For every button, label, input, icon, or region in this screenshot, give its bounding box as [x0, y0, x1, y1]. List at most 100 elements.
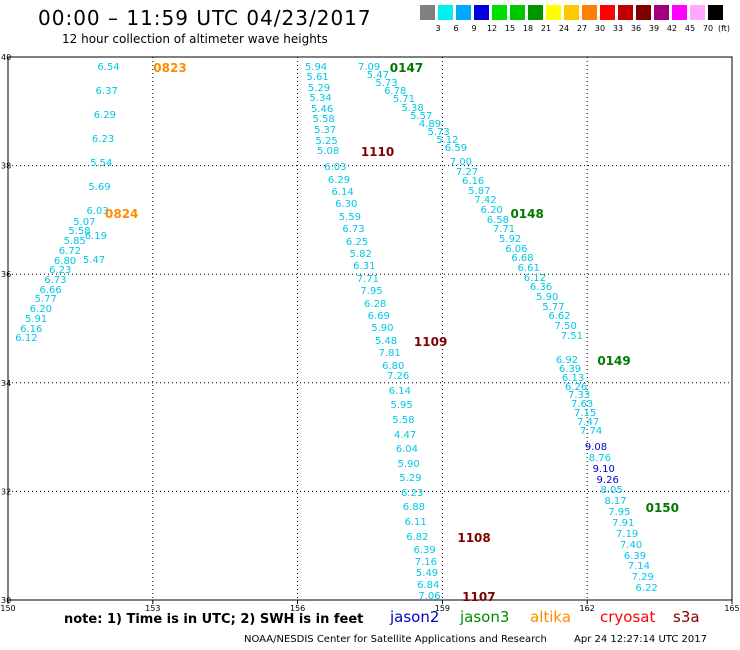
wave-height-value: 6.73	[342, 224, 365, 236]
legend-swatch	[690, 5, 705, 20]
y-tick-label: 36	[1, 270, 11, 279]
track-time-label: 0150	[645, 500, 679, 515]
wave-height-value: 6.61	[517, 263, 540, 275]
wave-height-value: 6.25	[345, 236, 369, 248]
timestamp: Apr 24 12:27:14 UTC 2017	[574, 634, 707, 645]
wave-height-value: 7.95	[608, 507, 631, 519]
track-time-label: 0823	[153, 60, 187, 75]
legend-tick-label: 15	[504, 24, 516, 33]
wave-height-value: 6.23	[91, 134, 115, 146]
wave-height-value: 6.59	[444, 143, 468, 155]
wave-height-value: 6.16	[462, 176, 485, 188]
wave-height-value: 7.26	[386, 371, 410, 383]
wave-height-value: 5.29	[307, 82, 331, 94]
wave-height-value: 6.66	[39, 284, 62, 296]
wave-height-value: 9.26	[596, 474, 619, 486]
legend-swatch	[456, 5, 471, 20]
wave-height-value: 7.40	[619, 539, 643, 551]
wave-height-value: 7.95	[360, 286, 383, 298]
legend-tick-label: 9	[471, 24, 477, 33]
wave-height-value: 7.16	[414, 556, 437, 568]
legend-tick-label: 24	[558, 24, 570, 33]
legend-swatch	[564, 5, 579, 20]
wave-height-value: 5.90	[371, 323, 394, 335]
wave-height-value: 5.95	[390, 400, 413, 412]
wave-height-value: 4.47	[393, 429, 417, 441]
track-time-label: 0147	[389, 60, 424, 75]
wave-height-value: 5.49	[415, 568, 439, 580]
wave-height-value: 5.73	[375, 78, 398, 90]
wave-height-value: 6.29	[327, 174, 351, 186]
legend-swatch	[654, 5, 669, 20]
legend-swatch	[600, 5, 615, 20]
wave-height-value: 5.91	[24, 313, 48, 325]
wave-height-value: 5.34	[309, 93, 332, 105]
wave-height-value: 7.91	[612, 517, 635, 529]
wave-height-value: 5.25	[315, 135, 338, 147]
x-tick-label: 165	[724, 604, 739, 613]
wave-height-value: 7.74	[580, 425, 603, 437]
wave-height-value: 6.23	[49, 265, 72, 277]
wave-height-value: 7.63	[570, 399, 594, 411]
satellite-label-jason2: jason2	[390, 608, 440, 626]
legend-tick-label: 27	[576, 24, 588, 33]
legend-tick-label: 30	[594, 24, 606, 33]
wave-height-value: 6.20	[29, 304, 53, 316]
legend-tick-label: 12	[486, 24, 498, 33]
legend-tick-label: 3	[435, 24, 441, 33]
satellite-label-altika: altika	[530, 608, 572, 626]
legend-swatch	[492, 5, 507, 20]
wave-height-value: 6.23	[401, 487, 424, 499]
wave-height-value: 6.11	[404, 516, 427, 528]
legend-tick-label: 70	[702, 24, 714, 33]
wave-height-value: 6.30	[335, 199, 358, 211]
wave-height-value: 8.05	[600, 485, 623, 497]
wave-height-value: 5.57	[410, 110, 433, 122]
legend-swatch	[582, 5, 597, 20]
legend-swatch	[438, 5, 453, 20]
wave-height-value: 5.48	[374, 335, 398, 347]
satellite-label-jason3: jason3	[460, 608, 510, 626]
wave-height-value: 7.09	[358, 61, 381, 73]
wave-height-value: 5.58	[392, 415, 415, 427]
wave-height-value: 7.29	[631, 572, 654, 584]
wave-height-value: 5.12	[436, 135, 459, 147]
wave-height-value: 5.46	[310, 103, 334, 115]
legend-tick-label: 21	[540, 24, 552, 33]
wave-height-value: 6.80	[382, 360, 405, 372]
wave-height-value: 6.26	[564, 381, 588, 393]
legend-swatch	[474, 5, 489, 20]
wave-height-value: 6.82	[406, 531, 429, 543]
wave-height-value: 6.28	[364, 298, 387, 310]
wave-height-value: 5.77	[542, 301, 565, 313]
legend-swatch	[636, 5, 651, 20]
wave-height-value: 7.50	[554, 320, 577, 332]
legend-tick-label: (ft)	[717, 24, 731, 33]
wave-height-value: 5.61	[306, 72, 329, 84]
wave-height-value: 7.47	[577, 416, 600, 428]
wave-height-value: 5.58	[68, 226, 91, 238]
wave-height-value: 6.84	[417, 579, 440, 591]
wave-height-value: 6.68	[511, 253, 534, 265]
wave-height-value: 6.22	[635, 583, 658, 595]
legend-tick-label: 18	[522, 24, 534, 33]
wave-height-value: 7.71	[492, 224, 516, 236]
wave-height-value: 5.38	[401, 102, 424, 114]
footer-credit: NOAA/NESDIS Center for Satellite Applica…	[244, 634, 547, 645]
wave-height-value: 6.72	[58, 245, 81, 257]
wave-height-value: 6.06	[505, 243, 528, 255]
legend-swatch	[420, 5, 435, 20]
wave-height-value: 5.73	[427, 127, 450, 139]
wave-height-value: 5.94	[304, 61, 328, 73]
wave-height-value: 7.71	[356, 273, 380, 285]
wave-height-value: 5.47	[366, 70, 389, 81]
wave-height-value: 5.90	[397, 458, 420, 470]
wave-height-value: 8.76	[588, 452, 612, 464]
wave-height-value: 6.62	[548, 311, 571, 323]
legend-tick-label: 39	[648, 24, 660, 33]
wave-height-value: 6.36	[529, 282, 553, 294]
satellite-label-s3a: s3a	[673, 608, 700, 626]
wave-height-value: 6.12	[523, 272, 546, 284]
wave-height-value: 6.14	[331, 187, 354, 199]
